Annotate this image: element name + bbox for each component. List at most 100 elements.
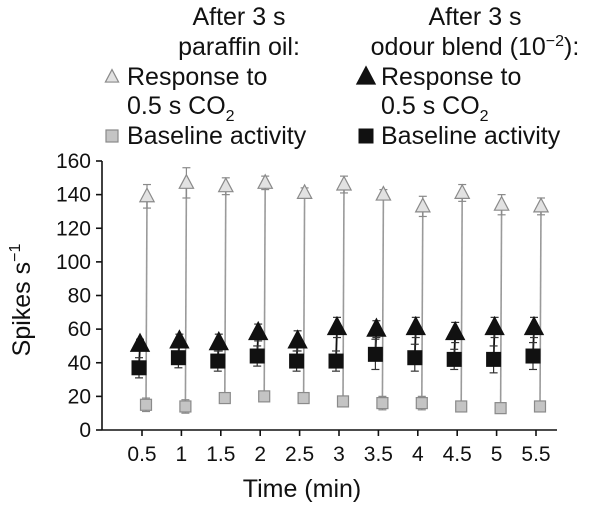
y-tick-label: 160 [56, 150, 91, 173]
x-tick-label: 2.5 [285, 443, 314, 466]
data-point-paraffin-response [178, 173, 195, 189]
data-point-odour-baseline [367, 346, 383, 362]
x-tick-label: 5.5 [521, 443, 550, 466]
data-point-paraffin-baseline [297, 391, 310, 405]
data-point-odour-response [523, 315, 545, 336]
data-point-paraffin-baseline [218, 391, 231, 405]
x-tick-label: 4.5 [443, 443, 472, 466]
connector-line [263, 182, 267, 397]
data-point-paraffin-baseline [455, 400, 468, 413]
x-tick-label: 2 [254, 443, 266, 466]
data-point-paraffin-response [296, 183, 313, 200]
legend-odour-heading-line1: After 3 s [428, 3, 521, 31]
data-point-paraffin-response [217, 176, 234, 193]
data-point-odour-baseline [446, 351, 462, 367]
data-point-odour-baseline [525, 348, 541, 364]
legend-marker-odour-response [355, 65, 377, 85]
data-point-paraffin-response [375, 185, 392, 201]
legend-paraffin-heading-line2: paraffin oil: [178, 33, 300, 61]
y-tick-label: 120 [56, 217, 91, 240]
plot-markers [129, 173, 550, 415]
data-point-odour-response [208, 330, 229, 351]
data-point-paraffin-response [532, 197, 550, 213]
legend-odour-response-marker [355, 65, 377, 85]
plot-error-bars [135, 167, 545, 414]
y-tick-label: 140 [56, 184, 91, 207]
data-point-odour-baseline [210, 353, 226, 369]
data-point-odour-response [129, 332, 151, 352]
data-point-odour-response [287, 329, 308, 349]
connector-line [420, 206, 424, 404]
plot-connector-lines [138, 182, 542, 409]
data-point-paraffin-response [257, 173, 274, 189]
legend-odour-heading-line2: odour blend (10−2): [371, 33, 580, 61]
data-point-paraffin-response [493, 195, 510, 211]
legend-paraffin-response-label-line2: 0.5 s CO2 [127, 92, 235, 125]
data-point-odour-response [484, 315, 505, 336]
x-tick-label: 3.5 [364, 443, 393, 466]
y-tick-label: 60 [68, 318, 91, 341]
x-tick-label: 3 [333, 443, 345, 466]
data-point-odour-baseline [131, 360, 147, 376]
data-point-paraffin-baseline [336, 395, 350, 408]
y-tick-label: 20 [68, 385, 91, 408]
data-point-paraffin-baseline [179, 400, 192, 413]
data-point-odour-baseline [486, 351, 502, 367]
y-tick-label: 40 [68, 352, 91, 375]
x-tick-label: 1.5 [206, 443, 235, 466]
data-point-odour-response [326, 315, 348, 336]
legend-paraffin-heading-line1: After 3 s [192, 3, 285, 31]
data-point-odour-response [169, 329, 190, 349]
data-point-paraffin-response [414, 197, 431, 213]
legend-odour-baseline-label: Baseline activity [381, 122, 561, 150]
data-point-odour-response [405, 315, 426, 336]
data-point-paraffin-response [335, 175, 353, 191]
x-tick-label: 5 [491, 443, 503, 466]
x-tick-label: 1 [176, 443, 188, 466]
x-axis-ticks: 0.5 1 1.5 2 2.5 3 3.5 4 4.5 5 5.5 [127, 430, 551, 466]
y-tick-label: 100 [56, 251, 91, 274]
data-point-paraffin-baseline [415, 397, 428, 410]
data-point-paraffin-baseline [258, 390, 271, 403]
y-axis-title: Spikes s−1 [7, 244, 36, 357]
data-point-paraffin-baseline [139, 398, 153, 411]
data-point-odour-baseline [289, 353, 305, 369]
legend-paraffin-response-marker [104, 68, 120, 83]
legend-paraffin-baseline-marker [105, 129, 119, 143]
y-axis-ticks: 0 20 40 60 80 100 120 140 160 [56, 150, 102, 442]
data-point-paraffin-response [138, 186, 156, 203]
connector-line [184, 182, 188, 407]
connector-line [342, 184, 345, 402]
data-point-paraffin-response [454, 183, 471, 200]
data-point-odour-baseline [170, 350, 186, 366]
x-tick-label: 0.5 [127, 443, 156, 466]
data-point-odour-baseline [328, 353, 344, 369]
legend-odour-baseline-marker [358, 128, 374, 144]
data-point-paraffin-baseline [494, 402, 507, 415]
connector-line [381, 194, 385, 404]
connector-line [539, 206, 542, 407]
legend-paraffin: After 3 s paraffin oil: Response to 0.5 … [104, 3, 307, 150]
data-point-odour-baseline [249, 348, 265, 364]
connector-line [460, 192, 464, 407]
data-point-odour-response [366, 317, 387, 337]
legend-paraffin-baseline-label: Baseline activity [127, 122, 307, 150]
data-point-odour-response [445, 320, 466, 341]
legend-marker-paraffin-response [104, 68, 120, 83]
legend-odour: After 3 s odour blend (10−2): Response t… [355, 3, 580, 150]
y-tick-label: 80 [68, 285, 91, 308]
data-point-odour-response [248, 320, 269, 341]
x-tick-label: 4 [412, 443, 424, 466]
data-point-paraffin-baseline [533, 400, 547, 413]
data-point-paraffin-baseline [376, 397, 389, 410]
legend-odour-response-label-line1: Response to [381, 63, 521, 91]
legend-odour-response-label-line2: 0.5 s CO2 [381, 92, 489, 125]
legend-paraffin-response-label-line1: Response to [127, 63, 267, 91]
legend-marker-odour-baseline [358, 128, 374, 144]
data-point-odour-baseline [407, 350, 423, 366]
legend-marker-paraffin-baseline [105, 129, 119, 143]
y-tick-label: 0 [79, 419, 91, 442]
x-axis-title: Time (min) [243, 475, 362, 503]
connector-line [499, 204, 503, 409]
